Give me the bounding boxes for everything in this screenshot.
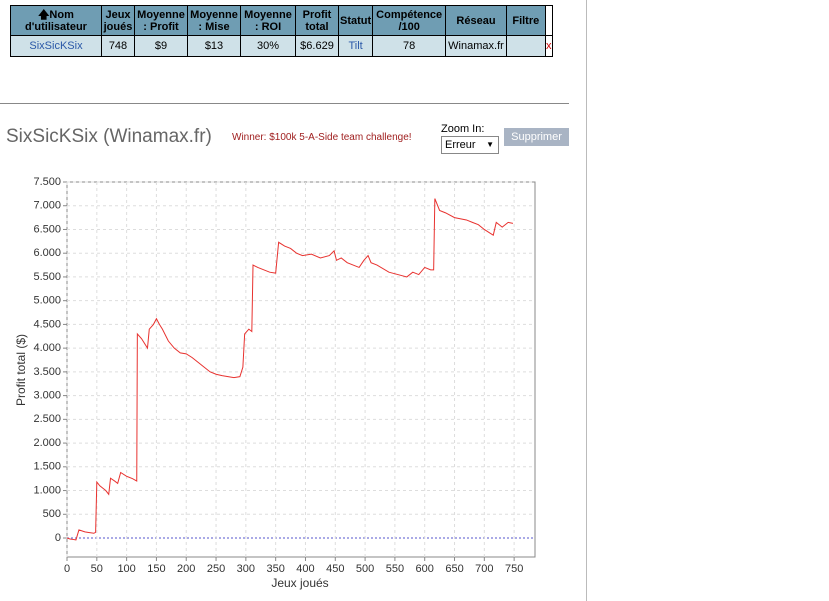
delete-button[interactable]: Supprimer xyxy=(504,128,569,146)
y-tick-label: 3.000 xyxy=(33,390,61,402)
zoom-value: Erreur xyxy=(445,139,476,151)
cell: $13 xyxy=(187,35,241,57)
y-tick-label: 4.000 xyxy=(33,342,61,354)
header-blank xyxy=(544,5,553,36)
x-axis-title: Jeux joués xyxy=(271,576,328,590)
cell: $6.629 xyxy=(295,35,339,57)
x-tick-label: 100 xyxy=(117,563,135,575)
header-text: Nom d'utilisateur xyxy=(25,8,87,33)
x-tick-label: 450 xyxy=(326,563,344,575)
y-tick-label: 0 xyxy=(55,532,61,544)
x-tick-label: 700 xyxy=(475,563,493,575)
x-tick-label: 300 xyxy=(237,563,255,575)
y-tick-label: 2.000 xyxy=(33,437,61,449)
x-tick-label: 650 xyxy=(445,563,463,575)
cell-filter xyxy=(505,35,546,57)
header[interactable]: Profit total xyxy=(295,5,339,36)
y-tick-label: 4.500 xyxy=(33,318,61,330)
chart: Jeux joués Profit total ($) 05001.0001.5… xyxy=(14,176,536,590)
x-tick-label: 250 xyxy=(207,563,225,575)
header[interactable]: Moyenne : Profit xyxy=(134,5,188,36)
y-tick-label: 5.500 xyxy=(33,271,61,283)
x-tick-label: 150 xyxy=(147,563,165,575)
header[interactable]: Moyenne : Mise xyxy=(187,5,241,36)
y-axis-title: Profit total ($) xyxy=(14,334,28,406)
y-tick-label: 3.500 xyxy=(33,366,61,378)
header[interactable]: 🡅Nom d'utilisateur xyxy=(10,5,102,36)
cell: 78 xyxy=(372,35,447,57)
cell: 748 xyxy=(101,35,135,57)
header[interactable]: Filtre xyxy=(505,5,546,36)
player-table: 🡅Nom d'utilisateur Jeux joués Moyenne : … xyxy=(10,5,553,57)
separator xyxy=(0,103,569,104)
y-tick-label: 5.000 xyxy=(33,295,61,307)
cell: Winamax.fr xyxy=(445,35,507,57)
y-tick-label: 2.500 xyxy=(33,413,61,425)
x-tick-label: 550 xyxy=(386,563,404,575)
winner-link[interactable]: Winner: $100k 5-A-Side team challenge! xyxy=(232,132,412,143)
plot-frame xyxy=(66,181,536,558)
cell: $9 xyxy=(134,35,188,57)
cell-status[interactable]: Tilt xyxy=(337,35,374,57)
header[interactable]: Réseau xyxy=(445,5,507,36)
cell: 30% xyxy=(240,35,296,57)
dropdown-arrow: ▼ xyxy=(486,140,494,149)
header-row: 🡅Nom d'utilisateur Jeux joués Moyenne : … xyxy=(10,5,553,36)
data-row: SixSicKSix 748 $9 $13 30% $6.629 Tilt 78… xyxy=(10,35,553,57)
profit-line xyxy=(66,198,514,541)
separator xyxy=(586,0,587,601)
x-tick-label: 350 xyxy=(266,563,284,575)
cell-user[interactable]: SixSicKSix xyxy=(10,35,102,57)
sort-arrow: 🡅 xyxy=(38,8,50,21)
zoom-select[interactable]: Erreur ▼ xyxy=(441,136,499,154)
y-tick-label: 1.500 xyxy=(33,461,61,473)
x-tick-label: 50 xyxy=(91,563,103,575)
x-tick-label: 500 xyxy=(356,563,374,575)
y-tick-label: 1.000 xyxy=(33,484,61,496)
header[interactable]: Moyenne : ROI xyxy=(240,5,296,36)
x-tick-label: 600 xyxy=(416,563,434,575)
header[interactable]: Jeux joués xyxy=(101,5,135,36)
delete[interactable]: x xyxy=(544,35,553,57)
x-tick-label: 0 xyxy=(64,563,70,575)
y-tick-label: 7.500 xyxy=(33,176,61,188)
header[interactable]: Compétence /100 xyxy=(372,5,447,36)
y-tick-label: 500 xyxy=(43,508,61,520)
y-tick-label: 6.500 xyxy=(33,223,61,235)
x-tick-label: 750 xyxy=(505,563,523,575)
zoom-label: Zoom In: xyxy=(441,123,485,135)
header[interactable]: Statut xyxy=(337,5,374,36)
x-tick-label: 200 xyxy=(177,563,195,575)
player-title: SixSicKSix (Winamax.fr) xyxy=(6,126,212,147)
y-tick-label: 7.000 xyxy=(33,200,61,212)
y-tick-label: 6.000 xyxy=(33,247,61,259)
x-tick-label: 400 xyxy=(296,563,314,575)
